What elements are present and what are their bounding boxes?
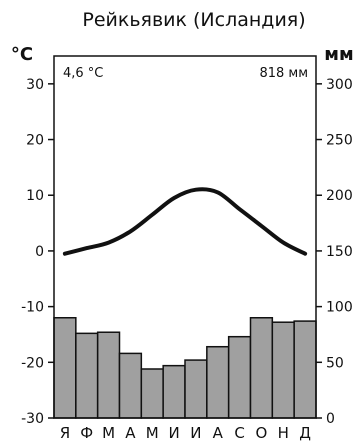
month-label: А	[213, 424, 224, 442]
precipitation-bar	[75, 332, 99, 419]
temperature-tick-label: -20	[21, 355, 44, 371]
temperature-tick-label: 20	[26, 133, 44, 149]
month-label: Я	[60, 424, 70, 442]
precipitation-bar	[53, 317, 77, 419]
left-axis-unit: °C	[11, 44, 33, 65]
precipitation-tick-label: 250	[326, 133, 353, 149]
month-label: С	[234, 424, 244, 442]
precipitation-tick-label: 150	[326, 244, 353, 260]
precipitation-tick-label: 300	[326, 77, 353, 93]
precipitation-bar	[140, 368, 164, 419]
plot-frame	[53, 55, 317, 419]
precipitation-bar	[249, 317, 274, 419]
precipitation-tick-label: 0	[326, 411, 335, 427]
precipitation-bar	[206, 345, 230, 419]
precipitation-tick-label: 200	[326, 188, 353, 204]
right-axis-unit: мм	[324, 44, 353, 65]
precipitation-bar	[184, 359, 208, 419]
month-label: О	[256, 424, 268, 442]
temperature-tick-label: 0	[35, 244, 44, 260]
annual-temperature: 4,6 °C	[63, 66, 103, 81]
annual-precipitation: 818 мм	[259, 66, 308, 81]
month-label: Д	[299, 424, 311, 442]
month-label: М	[146, 424, 159, 442]
month-label: А	[125, 424, 136, 442]
precipitation-bar	[271, 321, 295, 419]
month-label: Ф	[80, 424, 93, 442]
precipitation-tick-label: 100	[326, 300, 353, 316]
temperature-line	[62, 187, 308, 256]
temperature-tick-label: 10	[26, 188, 44, 204]
precipitation-bar	[96, 331, 121, 419]
chart-title: Рейкьявик (Исландия)	[82, 9, 305, 31]
temperature-tick-label: -10	[21, 300, 44, 316]
temperature-tick-label: 30	[26, 77, 44, 93]
temperature-tick-label: -30	[21, 411, 44, 427]
precipitation-bar	[118, 352, 143, 419]
precipitation-bar	[162, 364, 186, 419]
precipitation-bar	[293, 320, 317, 419]
month-label: И	[168, 424, 179, 442]
month-label: Н	[278, 424, 289, 442]
precipitation-tick-label: 50	[326, 355, 344, 371]
month-label: И	[190, 424, 201, 442]
month-label: М	[102, 424, 115, 442]
precipitation-bar	[227, 335, 252, 419]
